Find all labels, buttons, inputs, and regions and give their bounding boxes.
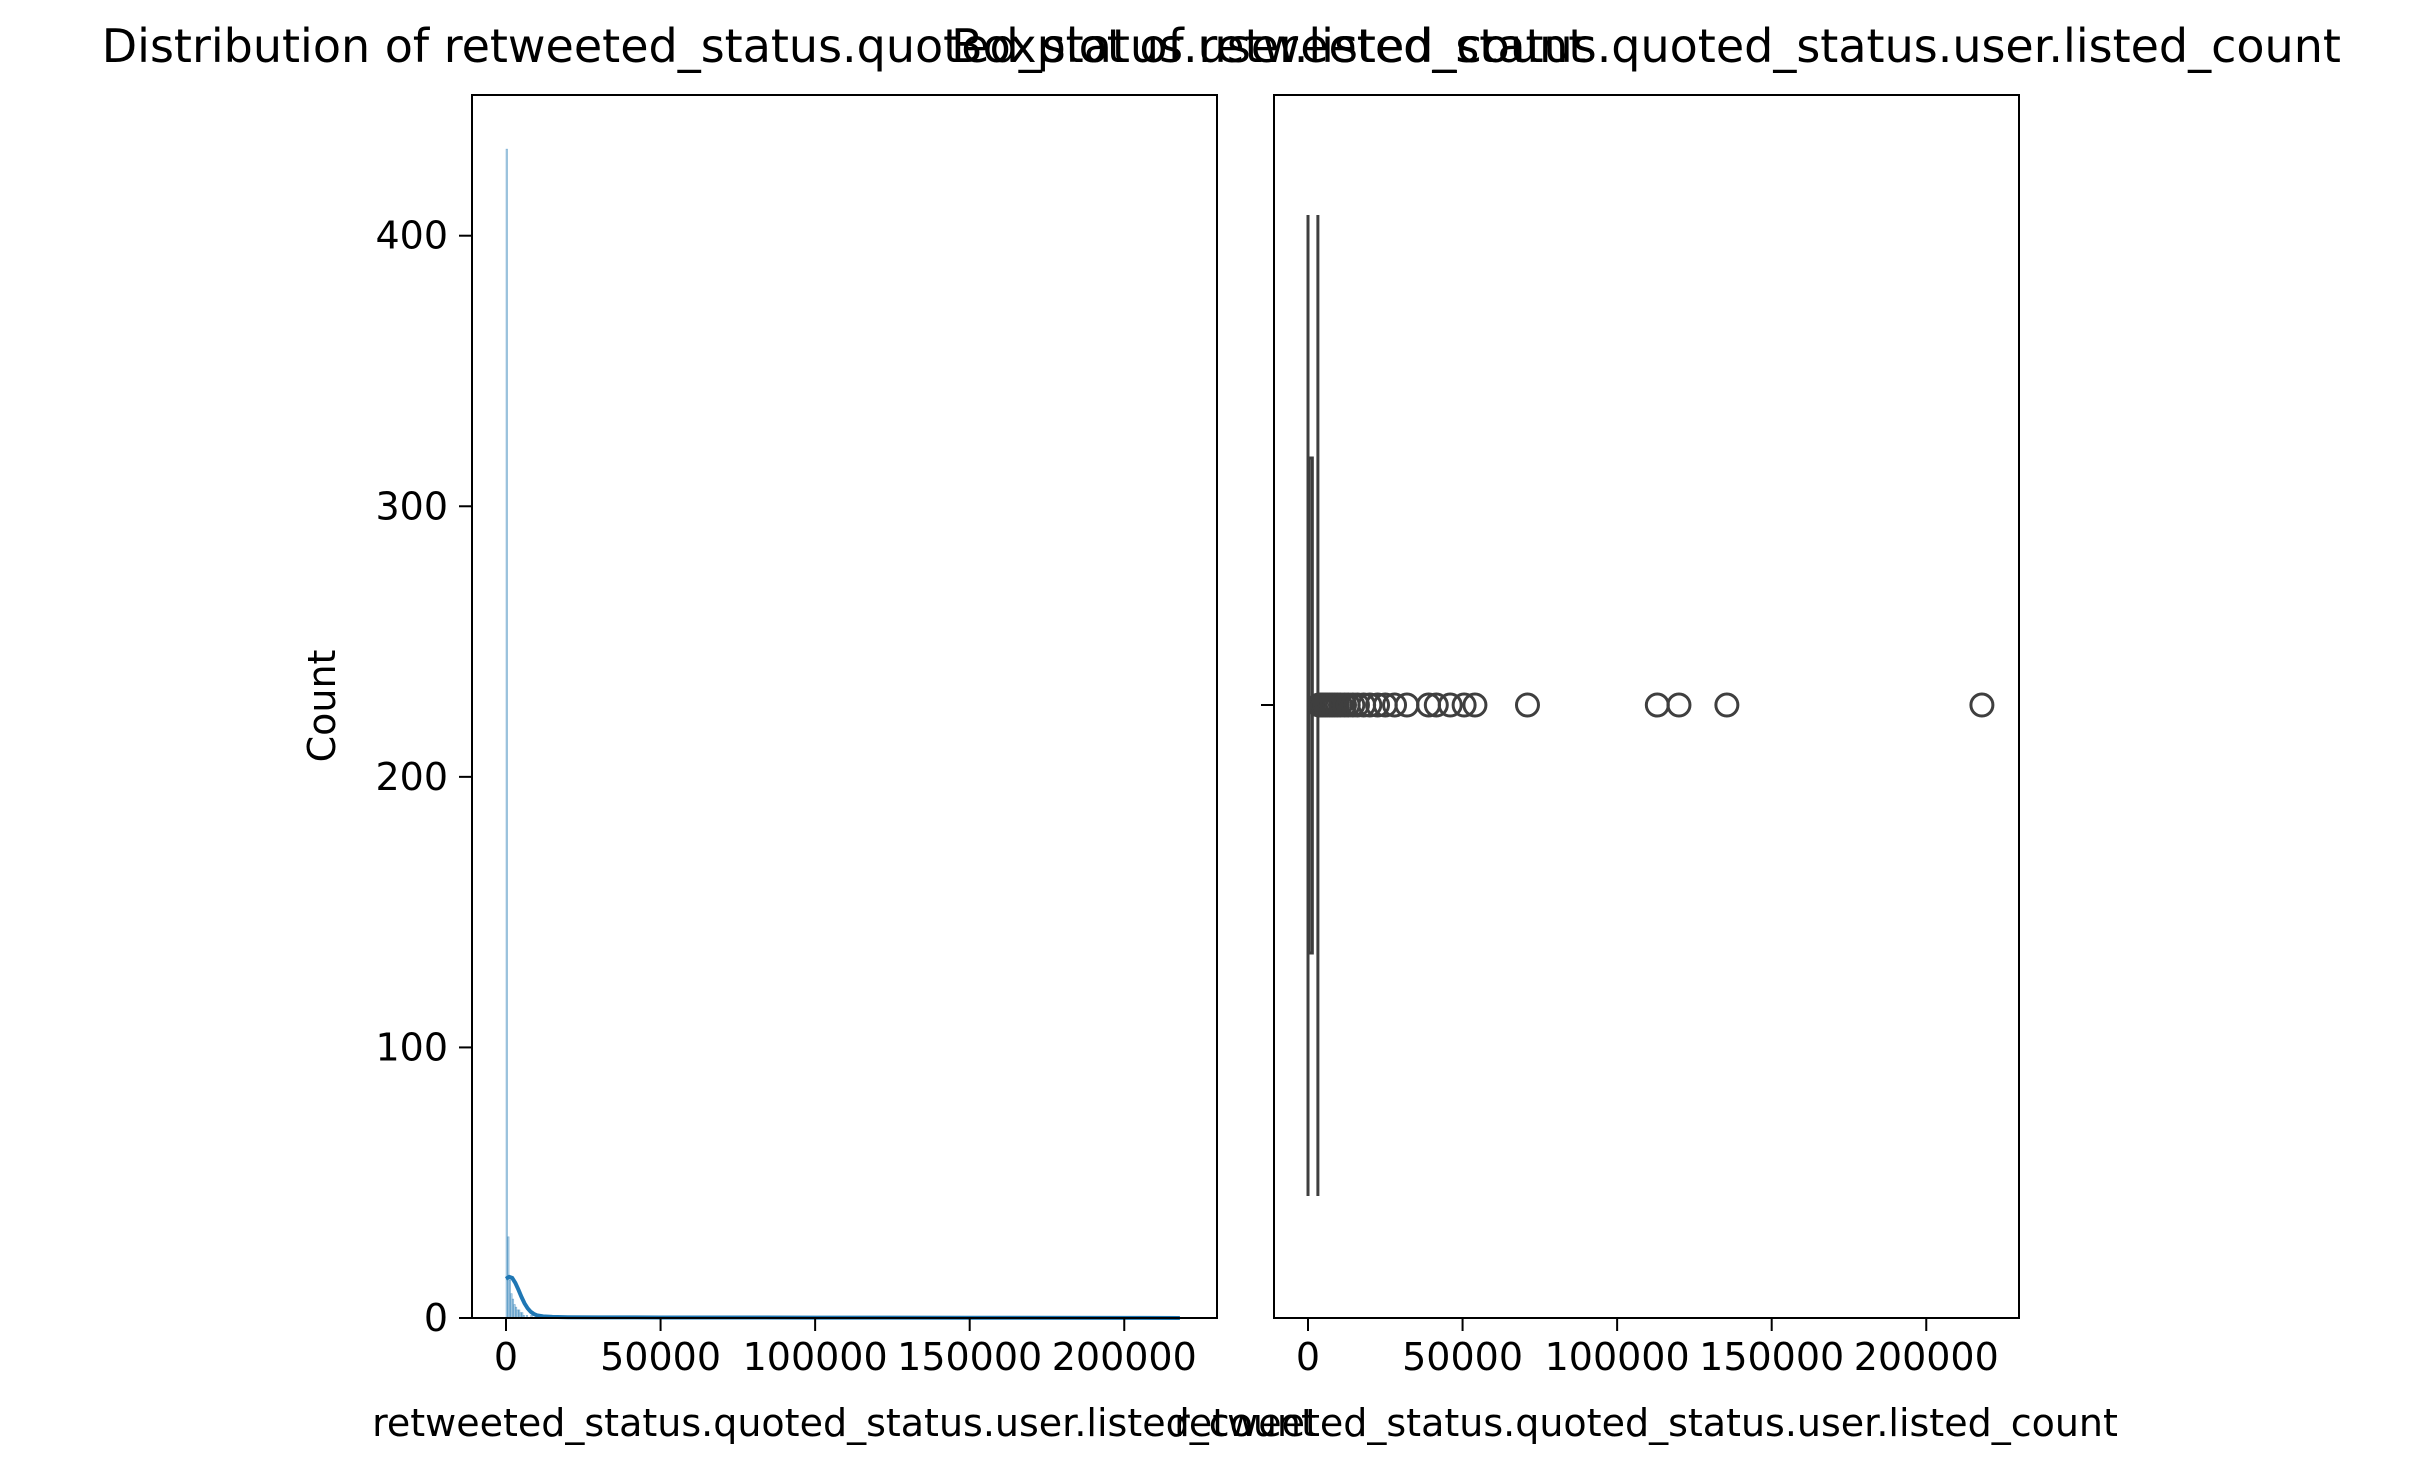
- boxplot-outlier: [1437, 692, 1463, 718]
- boxplot-outlier: [1969, 692, 1995, 718]
- boxplot-marks: [1306, 215, 1995, 1196]
- x-tick-label: 0: [1296, 1335, 1320, 1379]
- boxplot-x-axis-label: retweeted_status.quoted_status.user.list…: [1174, 1401, 2118, 1445]
- x-tick-label: 200000: [1854, 1335, 1999, 1379]
- histogram-x-ticks: 0 50000 100000 150000 200000: [494, 1318, 1197, 1379]
- x-tick-label: 100000: [743, 1335, 888, 1379]
- histogram-y-axis-label: Count: [300, 650, 344, 763]
- y-tick-label: 100: [375, 1025, 448, 1069]
- boxplot-outlier: [1462, 692, 1488, 718]
- y-tick-label: 200: [375, 755, 448, 799]
- histogram-panel: 0 50000 100000 150000 200000 0 100 200 300 400 D…: [102, 19, 1587, 1445]
- histogram-axes-frame: [471, 94, 1218, 1319]
- histogram-x-axis-label: retweeted_status.quoted_status.user.list…: [372, 1401, 1316, 1445]
- boxplot-outlier: [1365, 692, 1391, 718]
- x-tick-label: 150000: [1699, 1335, 1844, 1379]
- boxplot-outlier: [1357, 692, 1383, 718]
- histogram-title: Distribution of retweeted_status.quoted_…: [102, 19, 1587, 73]
- boxplot-axes-frame: [1273, 94, 2020, 1319]
- x-tick-label: 50000: [1402, 1335, 1523, 1379]
- boxplot-outlier: [1382, 692, 1408, 718]
- histogram-bars: [505, 148, 539, 1319]
- boxplot-outlier: [1423, 692, 1449, 718]
- boxplot-title: Boxplot of retweeted_status.quoted_statu…: [951, 19, 2341, 73]
- boxplot-outlier: [1514, 692, 1540, 718]
- boxplot-outlier: [1666, 692, 1692, 718]
- boxplot-panel: 0 50000 100000 150000 200000 Boxplot of retw…: [951, 19, 2341, 1445]
- boxplot-outlier: [1344, 692, 1370, 718]
- x-tick-label: 200000: [1052, 1335, 1197, 1379]
- y-tick-label: 300: [375, 484, 448, 528]
- y-tick-label: 0: [424, 1296, 448, 1340]
- x-tick-label: 0: [494, 1335, 518, 1379]
- boxplot-outlier: [1451, 692, 1477, 718]
- kde-curve: [504, 1274, 1180, 1320]
- histogram-bar: [505, 148, 508, 1319]
- boxplot-outlier: [1644, 692, 1670, 718]
- x-tick-label: 50000: [600, 1335, 721, 1379]
- histogram-y-ticks: 0 100 200 300 400: [375, 214, 472, 1340]
- x-tick-label: 150000: [897, 1335, 1042, 1379]
- boxplot-x-ticks: 0 50000 100000 150000 200000: [1296, 1318, 1999, 1379]
- y-tick-label: 400: [375, 214, 448, 258]
- x-tick-label: 100000: [1545, 1335, 1690, 1379]
- boxplot-outlier: [1714, 692, 1740, 718]
